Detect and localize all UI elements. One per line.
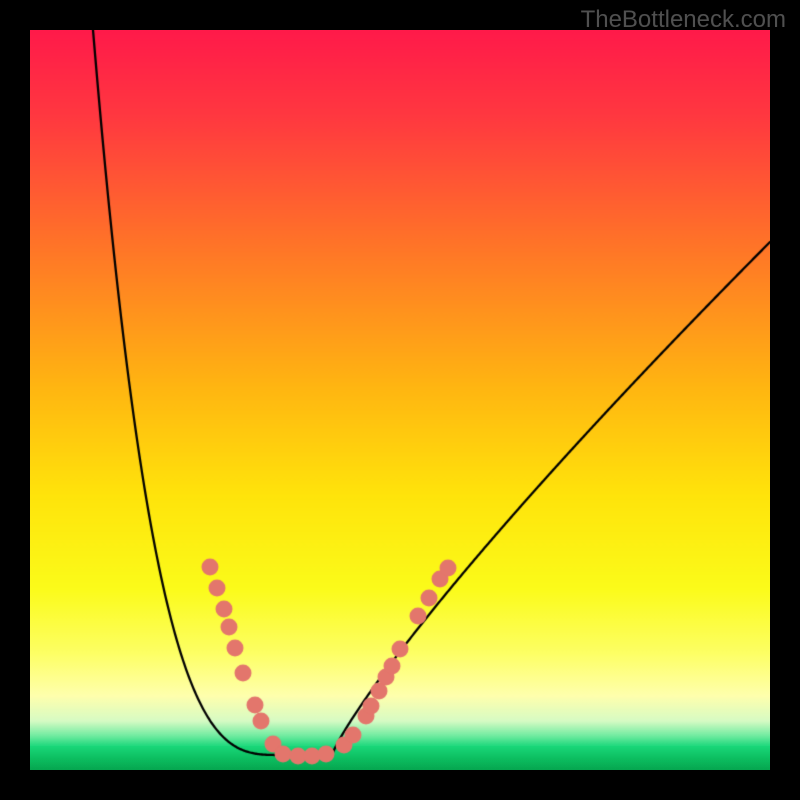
bottleneck-curve-plot bbox=[0, 0, 800, 800]
